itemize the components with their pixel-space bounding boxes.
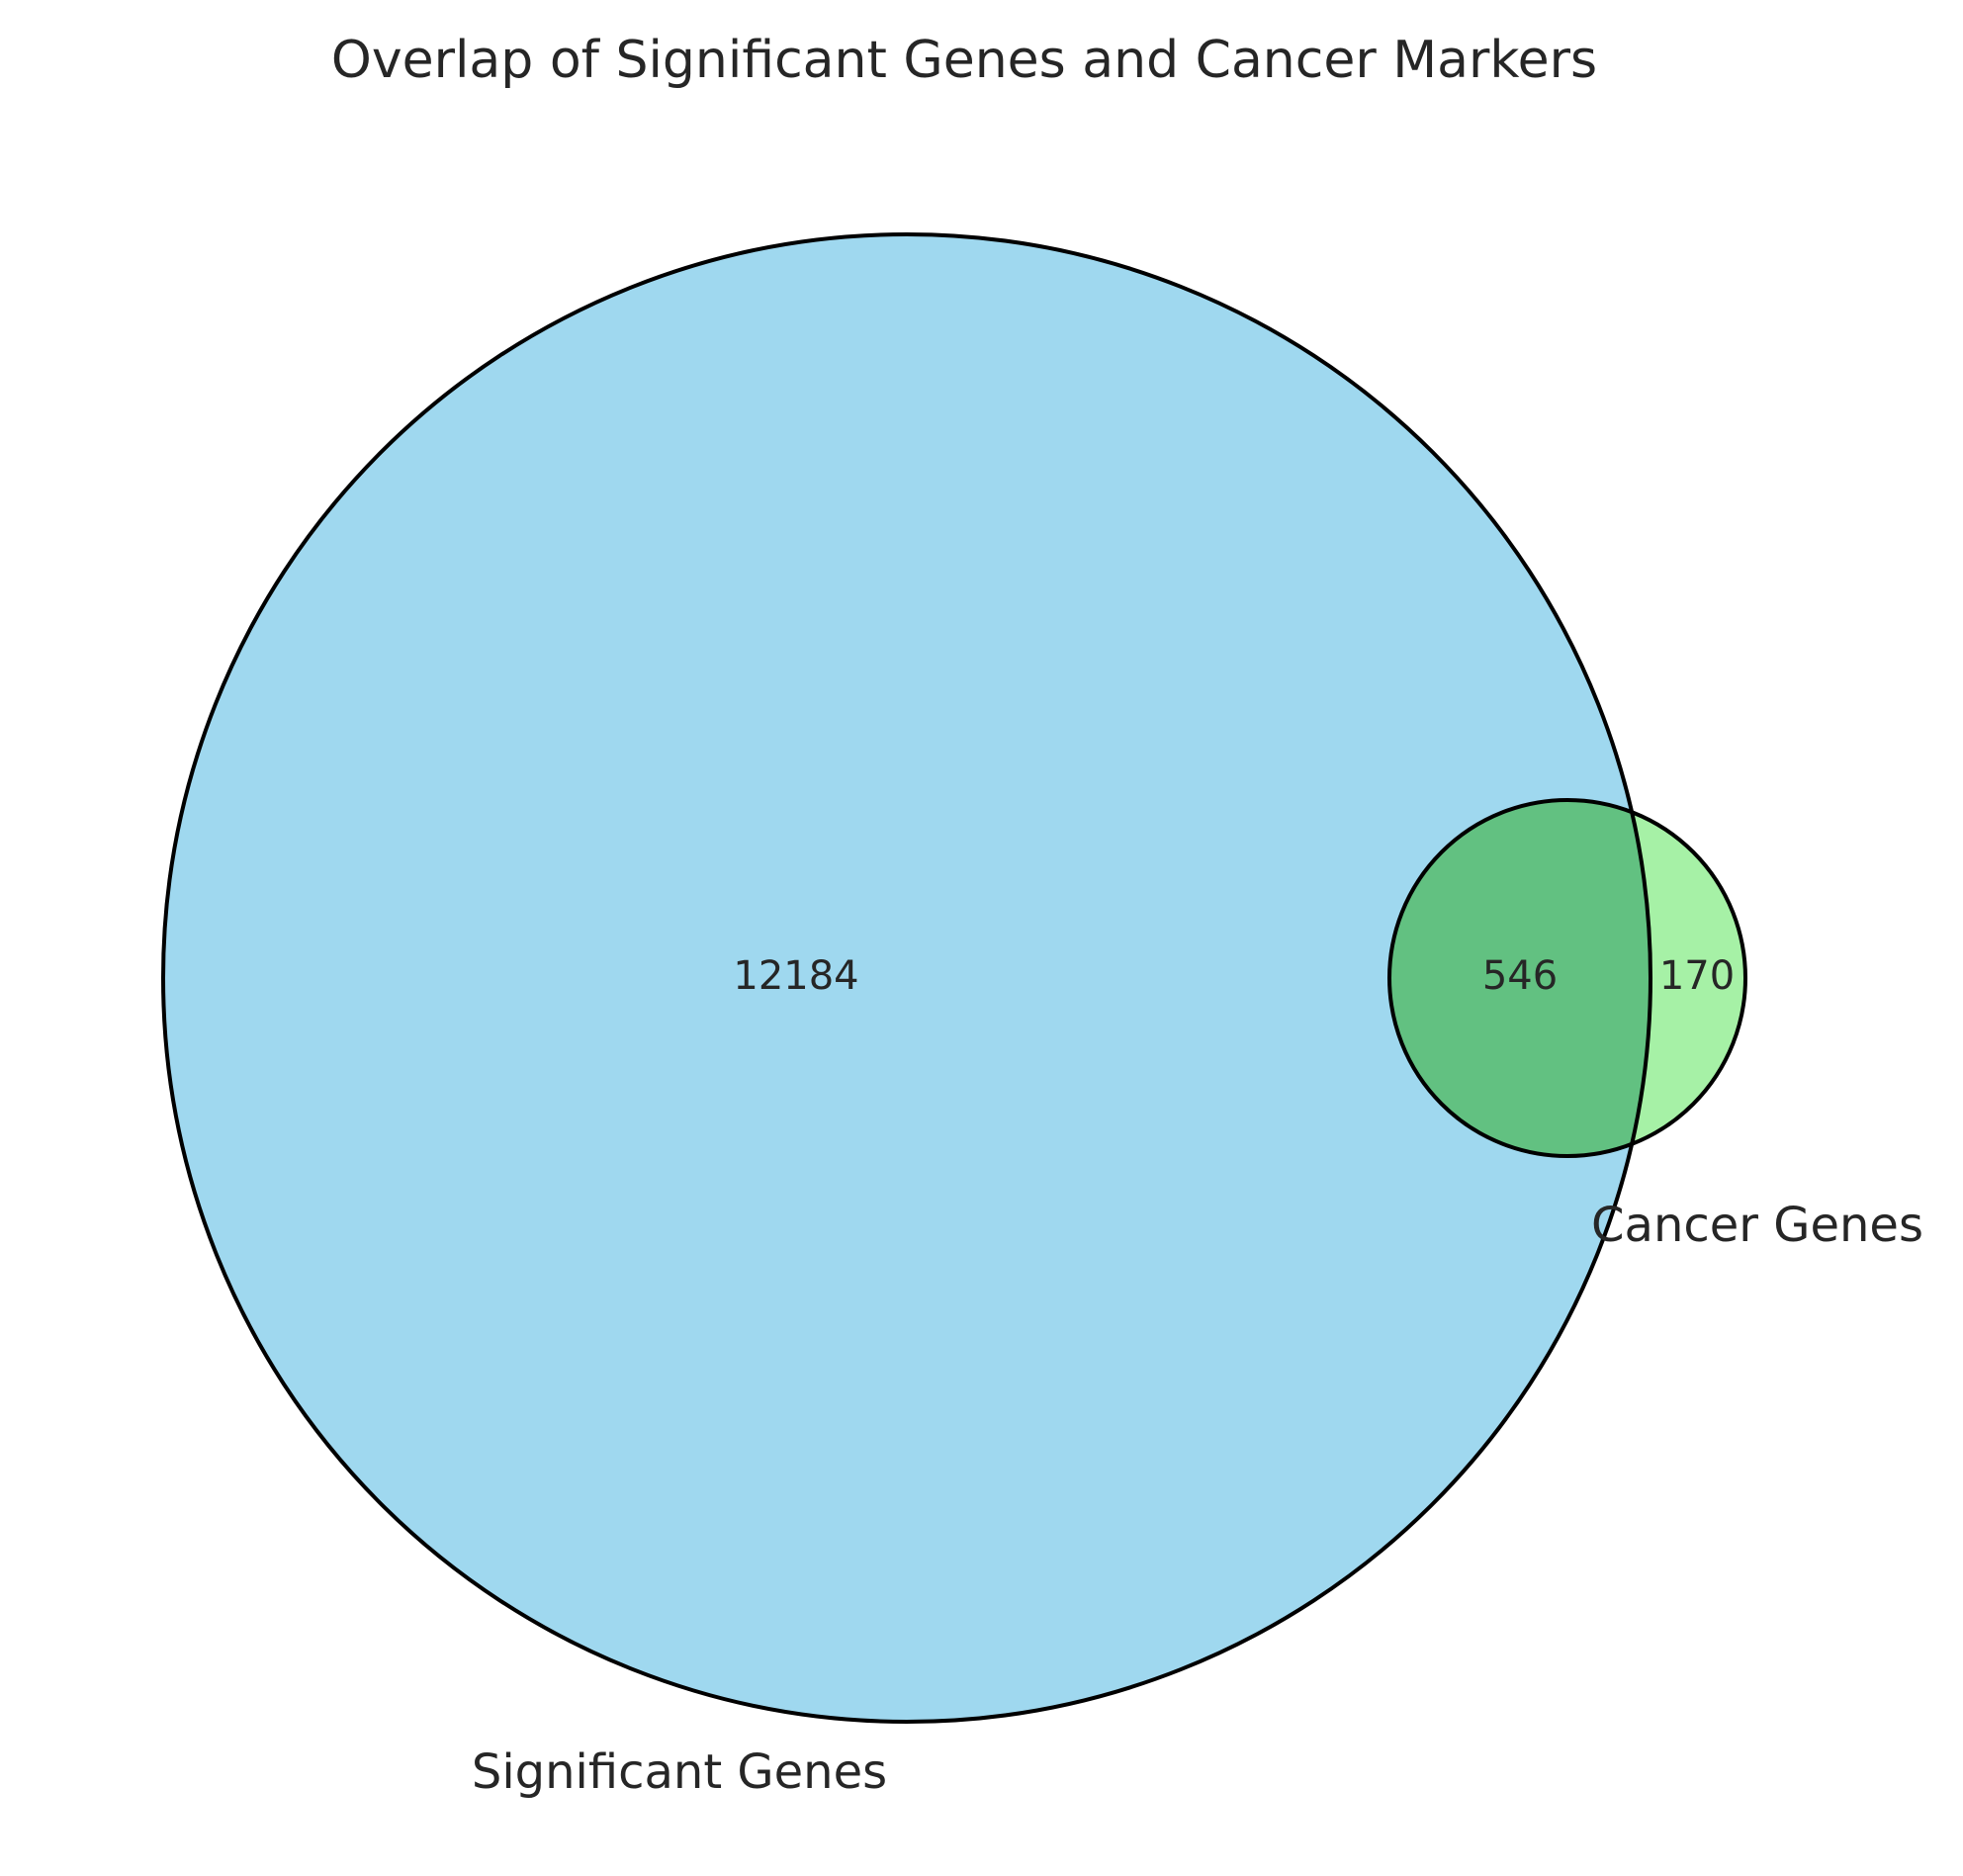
set-significant-genes-outline [161,232,1652,1724]
count-cancer-only: 170 [1659,953,1735,999]
set-cancer-genes-outline [1387,798,1747,1158]
count-overlap: 546 [1482,953,1558,999]
set-significant-genes-circle [163,234,1651,1722]
label-significant-genes: Significant Genes [472,1744,887,1800]
overlap-region [1389,800,1651,1156]
diagram-title: Overlap of Significant Genes and Cancer … [331,31,1597,90]
label-cancer-genes: Cancer Genes [1591,1198,1923,1253]
count-significant-only: 12184 [733,953,858,999]
